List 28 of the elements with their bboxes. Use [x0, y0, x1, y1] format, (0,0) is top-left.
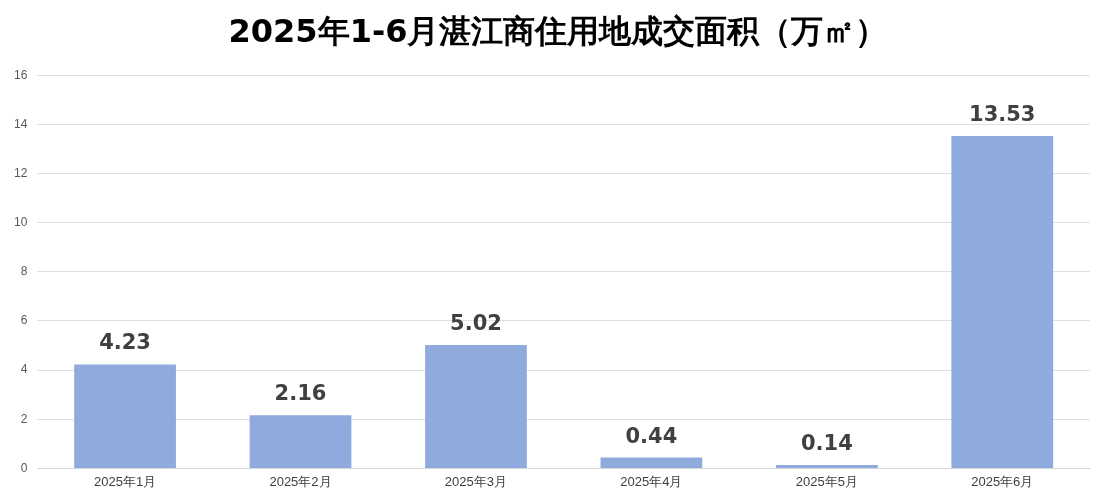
x-tick-label: 2025年6月	[971, 473, 1034, 489]
bar	[74, 364, 176, 468]
data-label: 0.14	[800, 430, 853, 455]
x-tick-label: 2025年3月	[444, 473, 508, 489]
y-tick-label: 16	[13, 67, 28, 82]
data-label: 0.44	[625, 423, 678, 448]
y-tick-label: 14	[13, 116, 28, 131]
bar	[775, 464, 878, 468]
y-tick-label: 0	[20, 460, 28, 475]
y-tick-label: 12	[13, 165, 28, 180]
bar	[249, 415, 352, 468]
x-tick-label: 2025年1月	[93, 473, 157, 489]
data-label: 2.16	[274, 381, 327, 406]
bar	[951, 135, 1054, 468]
bar	[600, 457, 703, 468]
data-label: 13.53	[969, 101, 1036, 126]
x-tick-label: 2025年5月	[795, 473, 858, 489]
data-label: 5.02	[450, 310, 502, 335]
data-label: 4.23	[99, 330, 151, 355]
bar	[425, 345, 527, 468]
y-tick-label: 2	[20, 411, 28, 426]
chart-title: 2025年1-6月湛江商住用地成交面积（万㎡）	[227, 11, 889, 52]
y-tick-label: 4	[20, 362, 28, 377]
y-tick-label: 6	[20, 313, 28, 328]
x-tick-label: 2025年4月	[620, 473, 683, 489]
x-tick-label: 2025年2月	[269, 473, 332, 489]
y-tick-label: 8	[20, 264, 28, 279]
y-tick-label: 10	[13, 214, 28, 229]
